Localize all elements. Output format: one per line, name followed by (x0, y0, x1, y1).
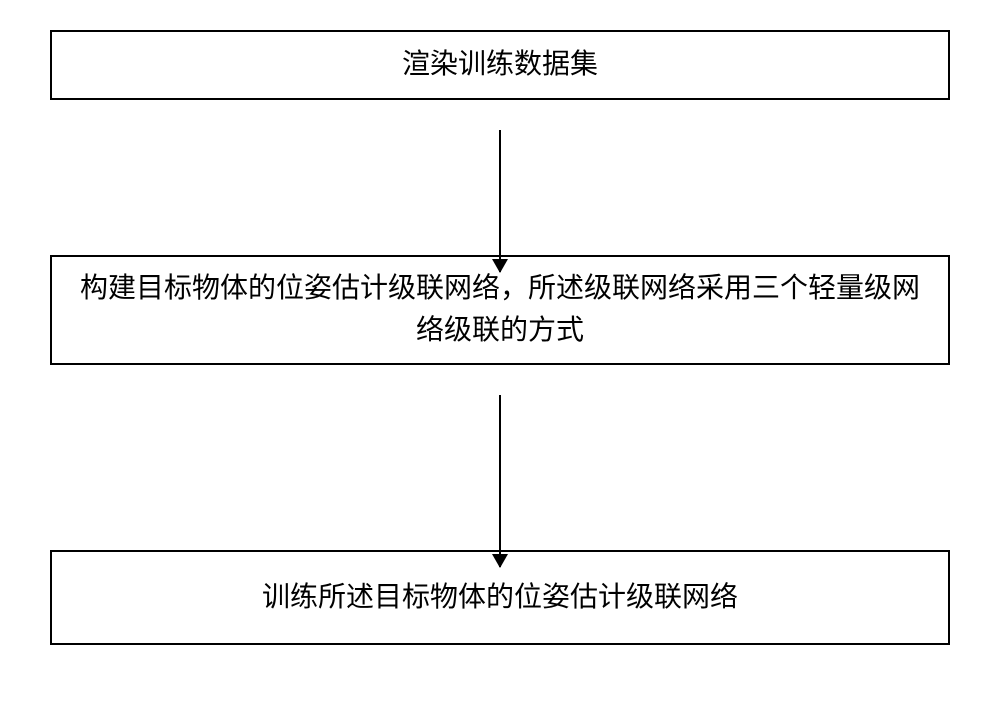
flowchart-container: 渲染训练数据集 构建目标物体的位姿估计级联网络，所述级联网络采用三个轻量级网络级… (50, 30, 950, 645)
flowchart-node-1: 渲染训练数据集 (50, 30, 950, 100)
node-3-label: 训练所述目标物体的位姿估计级联网络 (262, 577, 738, 619)
flowchart-arrow-2 (499, 395, 501, 567)
node-2-label: 构建目标物体的位姿估计级联网络，所述级联网络采用三个轻量级网络级联的方式 (72, 268, 928, 352)
flowchart-arrow-1 (499, 130, 501, 272)
node-1-label: 渲染训练数据集 (402, 44, 598, 86)
